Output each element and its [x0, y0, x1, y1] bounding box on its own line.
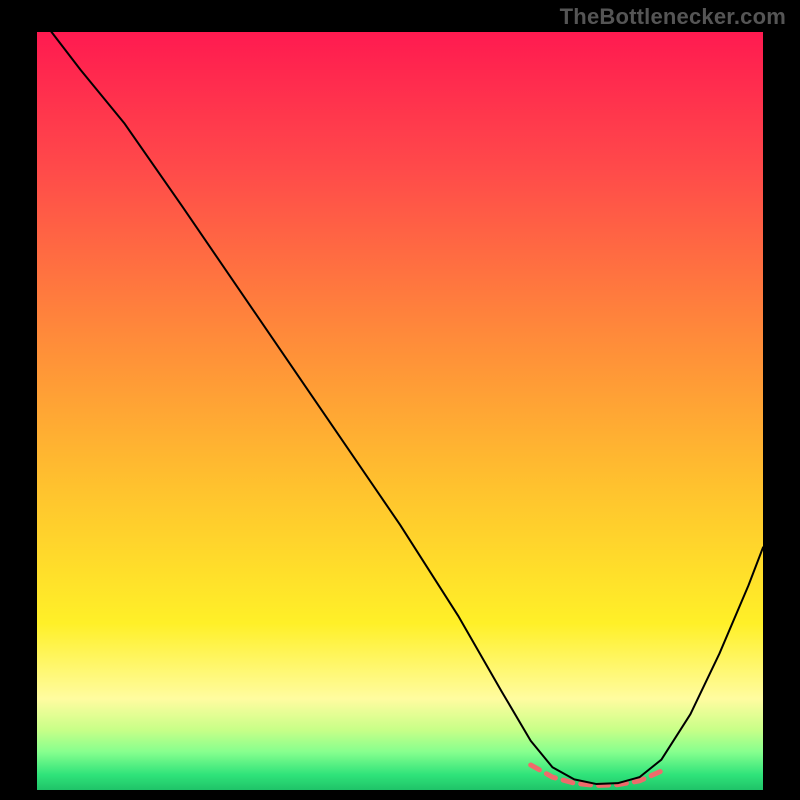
- watermark-text: TheBottlenecker.com: [560, 4, 786, 30]
- bottleneck-curve-chart: [0, 0, 800, 800]
- chart-stage: TheBottlenecker.com: [0, 0, 800, 800]
- plot-background: [37, 32, 763, 790]
